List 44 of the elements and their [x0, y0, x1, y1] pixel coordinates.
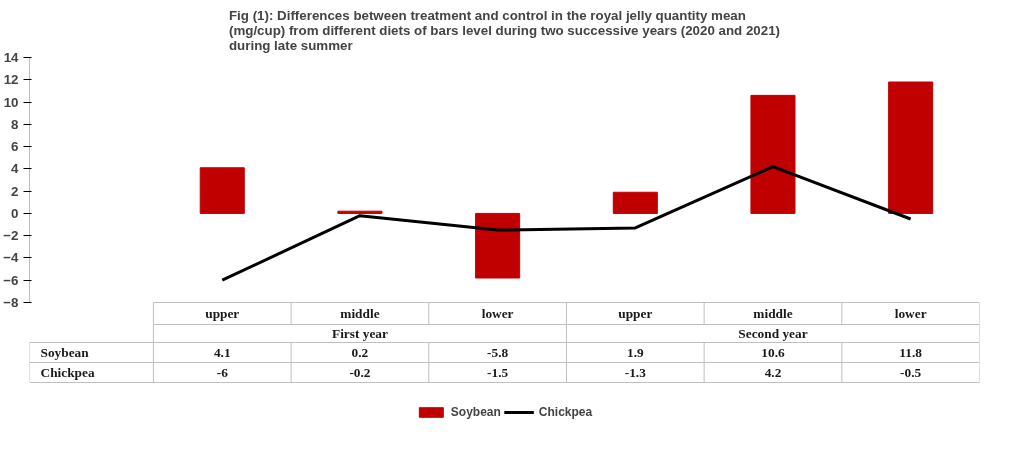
- data-label: -1.5: [487, 364, 509, 380]
- bar: [475, 212, 521, 279]
- y-tick-label: 8: [11, 116, 19, 132]
- y-tick-label: 10: [3, 94, 19, 110]
- y-tick-label: 14: [3, 50, 20, 65]
- x-tick-label: lower: [481, 306, 514, 321]
- bar: [612, 191, 658, 214]
- legend-label: Chickpea: [538, 405, 593, 419]
- x-tick-label: lower: [894, 306, 927, 321]
- y-tick-label: −6: [3, 272, 19, 288]
- text: Soybean: [40, 345, 89, 360]
- x-tick-label: upper: [618, 306, 653, 321]
- data-label: 4.2: [764, 364, 782, 380]
- y-tick-label: 12: [3, 72, 19, 88]
- line-series: [220, 165, 913, 282]
- bar: [750, 94, 796, 214]
- data-label: -6: [216, 364, 229, 380]
- x-tick-label: middle: [340, 306, 380, 321]
- chart-title: Fig (1): Differences between treatment and control in the royal jelly quantity mean (mg/cup) from different diets of bars level during two successive years (2020 and 2021) during late summer: [228, 7, 781, 53]
- legend-label: Soybean: [450, 405, 501, 419]
- text: Second year: [738, 326, 808, 341]
- data-label: -0.5: [900, 364, 922, 380]
- data-label: 10.6: [761, 344, 785, 360]
- y-tick-label: −2: [3, 228, 19, 244]
- y-tick-label: 2: [11, 183, 19, 199]
- data-label: 4.1: [213, 344, 231, 360]
- y-tick-label: −4: [3, 250, 20, 266]
- data-label: 1.9: [626, 344, 644, 360]
- text: First year: [332, 326, 388, 341]
- bar: [337, 210, 383, 214]
- data-label: 0.2: [351, 344, 369, 360]
- y-tick-label: −8: [3, 295, 19, 310]
- data-label: -5.8: [487, 344, 509, 360]
- y-tick-label: 6: [11, 139, 19, 155]
- bar: [199, 167, 245, 214]
- data-label: -1.3: [624, 364, 647, 380]
- y-tick-label: 0: [11, 205, 19, 221]
- data-label: 11.8: [899, 344, 923, 360]
- x-tick-label: middle: [753, 306, 793, 321]
- x-tick-label: upper: [205, 306, 240, 321]
- bar: [888, 81, 934, 214]
- y-tick-label: 4: [11, 161, 20, 177]
- data-label: -0.2: [349, 364, 371, 380]
- text: Chickpea: [40, 365, 95, 380]
